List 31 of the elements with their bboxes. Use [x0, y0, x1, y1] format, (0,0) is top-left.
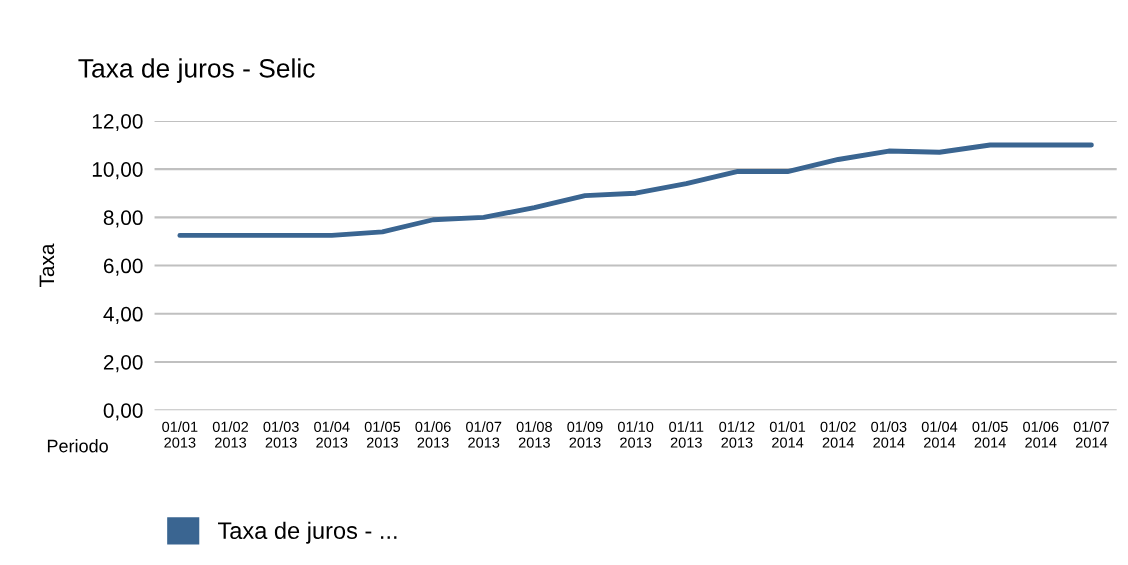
- x-tick-label: 01/05 2013: [364, 421, 401, 448]
- x-tick-label: 01/04 2013: [314, 421, 350, 448]
- x-tick-label: 01/10 2013: [617, 421, 654, 448]
- x-tick-label: 01/11 2013: [669, 421, 704, 448]
- x-tick-label: 01/03 2014: [871, 421, 907, 448]
- x-tick-label: 01/02 2013: [212, 421, 249, 448]
- legend-label: Taxa de juros - ...: [218, 521, 397, 544]
- x-tick-label: 01/06 2013: [415, 421, 451, 448]
- y-tick-label: 10,00: [92, 162, 143, 180]
- x-tick-label: 01/12 2013: [719, 421, 755, 448]
- x-tick-label: 01/01 2013: [162, 421, 198, 448]
- x-tick-label: 01/02 2014: [820, 421, 856, 448]
- x-tick-label: 01/06 2014: [1023, 421, 1059, 448]
- y-tick-label: 4,00: [103, 306, 143, 324]
- x-axis-title: Periodo: [47, 439, 108, 453]
- y-tick-label: 12,00: [92, 113, 143, 132]
- y-tick-label: 2,00: [103, 354, 143, 373]
- x-tick-label: 01/01 2014: [769, 421, 806, 448]
- y-tick-label: 0,00: [103, 403, 143, 421]
- x-tick-label: 01/04 2014: [921, 421, 958, 448]
- x-tick-label: 01/05 2014: [972, 421, 1008, 448]
- line-series: [177, 142, 1094, 238]
- x-tick-label: 01/03 2013: [263, 421, 299, 448]
- y-axis-title: Taxa: [39, 243, 55, 288]
- x-tick-label: 01/07 2013: [466, 421, 502, 448]
- y-tick-label: 8,00: [103, 210, 143, 228]
- x-tick-label: 01/08 2013: [516, 421, 552, 448]
- x-tick-label: 01/09 2013: [567, 421, 603, 448]
- x-tick-label: 01/07 2014: [1073, 421, 1109, 448]
- chart-title: Taxa de juros - Selic: [78, 58, 315, 83]
- y-tick-label: 6,00: [103, 258, 143, 276]
